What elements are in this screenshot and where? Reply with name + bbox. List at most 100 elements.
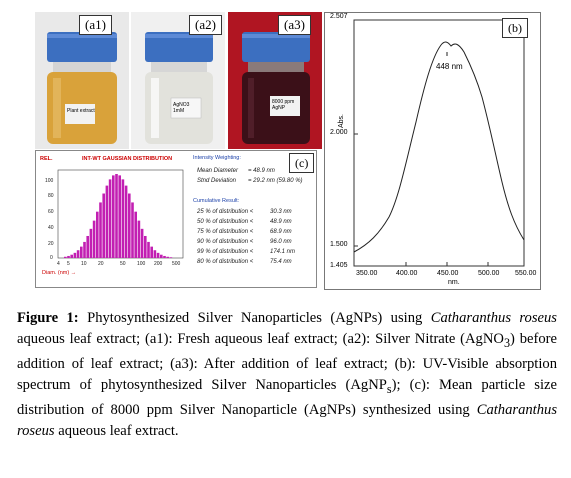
caption-species-2: Catharanthus roseus: [17, 401, 557, 439]
jar-label-a1: Plant extract: [67, 108, 95, 114]
caption-text-5: aqueous leaf extract.: [54, 422, 179, 439]
panel-c: [35, 150, 317, 288]
psd-y-tick-5: 0: [50, 255, 53, 261]
cum-label-1: 50 % of distribution <: [197, 219, 254, 225]
intensity-title: Intensity Weighting:: [193, 155, 241, 161]
mean-value: = 48.9 nm: [248, 168, 275, 174]
y-tick-2: 1.500: [330, 241, 348, 248]
spectrum-curve: [353, 41, 525, 253]
psd-x-tick-1: 5: [67, 261, 70, 267]
histogram-bar: [137, 220, 141, 258]
psd-header-left: REL.: [40, 156, 53, 162]
histogram-bar: [166, 256, 169, 258]
psd-histogram: [57, 169, 184, 259]
cum-label-0: 25 % of distribution <: [197, 209, 254, 215]
std-value: = 29.2 nm (59.80 %): [248, 178, 303, 184]
tag-a3: (a3): [278, 15, 311, 35]
histogram-bar: [134, 211, 137, 258]
tag-b: (b): [502, 18, 528, 38]
histogram-bar: [99, 202, 102, 258]
histogram-bar: [73, 252, 77, 258]
histogram-bar: [89, 228, 93, 258]
y-axis-title: Abs.: [338, 113, 345, 128]
psd-x-tick-0: 4: [57, 261, 60, 267]
cum-value-3: 96.0 nm: [270, 239, 292, 245]
histogram-bar: [118, 175, 121, 258]
cum-label-2: 75 % of distribution <: [197, 229, 254, 235]
histogram-bar: [147, 241, 150, 258]
caption-text-2: aqueous leaf extract; (a1): Fresh aqueou…: [17, 331, 504, 347]
x-tick-2: 450.00: [437, 270, 459, 277]
y-tick-3: 1.405: [330, 262, 348, 269]
uv-vis-spectrum: [353, 19, 525, 267]
histogram-bar: [115, 174, 118, 258]
histogram-bar: [96, 211, 99, 258]
psd-y-tick-2: 60: [48, 209, 54, 215]
x-tick-3: 500.00: [478, 270, 500, 277]
cum-value-0: 30.3 nm: [270, 209, 292, 215]
histogram-bar: [76, 250, 80, 258]
cum-value-1: 48.9 nm: [270, 219, 292, 225]
histogram-bar: [160, 254, 163, 258]
jar-label-a2: AgNO3 1mM: [173, 102, 190, 114]
caption-text-3: ) before addition of leaf extract; (a3):…: [17, 331, 557, 393]
std-label: Stnd Deviation: [197, 178, 237, 184]
histogram-bar: [163, 255, 166, 258]
y-tick-1: 2.000: [330, 129, 348, 136]
psd-y-tick-3: 40: [48, 225, 54, 231]
x-tick-0: 350.00: [356, 270, 378, 277]
cum-value-4: 174.1 nm: [270, 249, 296, 255]
histogram-bar: [140, 228, 144, 258]
tag-a2: (a2): [189, 15, 222, 35]
histogram-bar: [131, 202, 134, 258]
histogram-bar: [153, 250, 157, 258]
caption-sub-s: s: [386, 381, 392, 396]
cum-value-2: 68.9 nm: [270, 229, 292, 235]
histogram-bar: [144, 235, 147, 258]
photo-a2: AgNO3 1mM (a2): [131, 12, 225, 149]
histogram-bar: [92, 220, 96, 258]
cum-label-5: 80 % of distribution <: [197, 259, 254, 265]
histogram-bar: [105, 185, 109, 258]
panel-b: [324, 12, 541, 290]
histogram-bar: [80, 246, 83, 258]
histogram-bar: [108, 179, 112, 258]
histogram-bar: [156, 252, 160, 258]
histogram-bar: [169, 257, 173, 258]
psd-x-tick-3: 20: [98, 261, 104, 267]
histogram-bar: [64, 256, 67, 258]
psd-x-tick-4: 50: [120, 261, 126, 267]
histogram-bar: [150, 246, 153, 258]
caption-fig-label: Figure 1:: [17, 310, 79, 326]
histogram-bar: [128, 193, 131, 258]
psd-title: INT-WT GAUSSIAN DISTRIBUTION: [82, 156, 173, 162]
y-tick-0: 2.507: [330, 13, 348, 20]
caption-text-4: ); (c): Mean particle size distribution …: [17, 376, 557, 418]
psd-x-tick-7: 500: [172, 261, 181, 267]
psd-x-tick-5: 100: [137, 261, 146, 267]
cum-label-3: 90 % of distribution <: [197, 239, 254, 245]
psd-diam-label: Diam. (nm) →: [42, 270, 77, 276]
x-tick-1: 400.00: [396, 270, 418, 277]
x-axis-title: nm.: [448, 279, 460, 286]
histogram-bar: [67, 255, 70, 258]
psd-x-tick-6: 200: [154, 261, 163, 267]
mean-label: Mean Diameter: [197, 168, 239, 174]
photo-a3: 8000 ppm AgNP (a3): [228, 12, 322, 149]
caption-text-1: Phytosynthesized Silver Nanoparticles (A…: [78, 310, 431, 326]
histogram-bar: [83, 241, 86, 258]
histogram-bar: [124, 185, 128, 258]
histogram-bar: [102, 193, 105, 258]
histogram-bar: [86, 235, 89, 258]
psd-y-tick-4: 20: [48, 241, 54, 247]
histogram-bar: [70, 254, 73, 258]
caption-sub-3: 3: [503, 335, 511, 350]
jar-label-a3: 8000 ppm AgNP: [272, 99, 295, 111]
histogram-bar: [112, 175, 115, 258]
caption-species-1: Catharanthus roseus: [430, 310, 557, 326]
histogram-bar: [121, 179, 125, 258]
cum-label-4: 99 % of distribution <: [197, 249, 254, 255]
cum-value-5: 75.4 nm: [270, 259, 292, 265]
peak-label: 448 nm: [436, 62, 463, 71]
psd-y-tick-0: 100: [45, 178, 54, 184]
